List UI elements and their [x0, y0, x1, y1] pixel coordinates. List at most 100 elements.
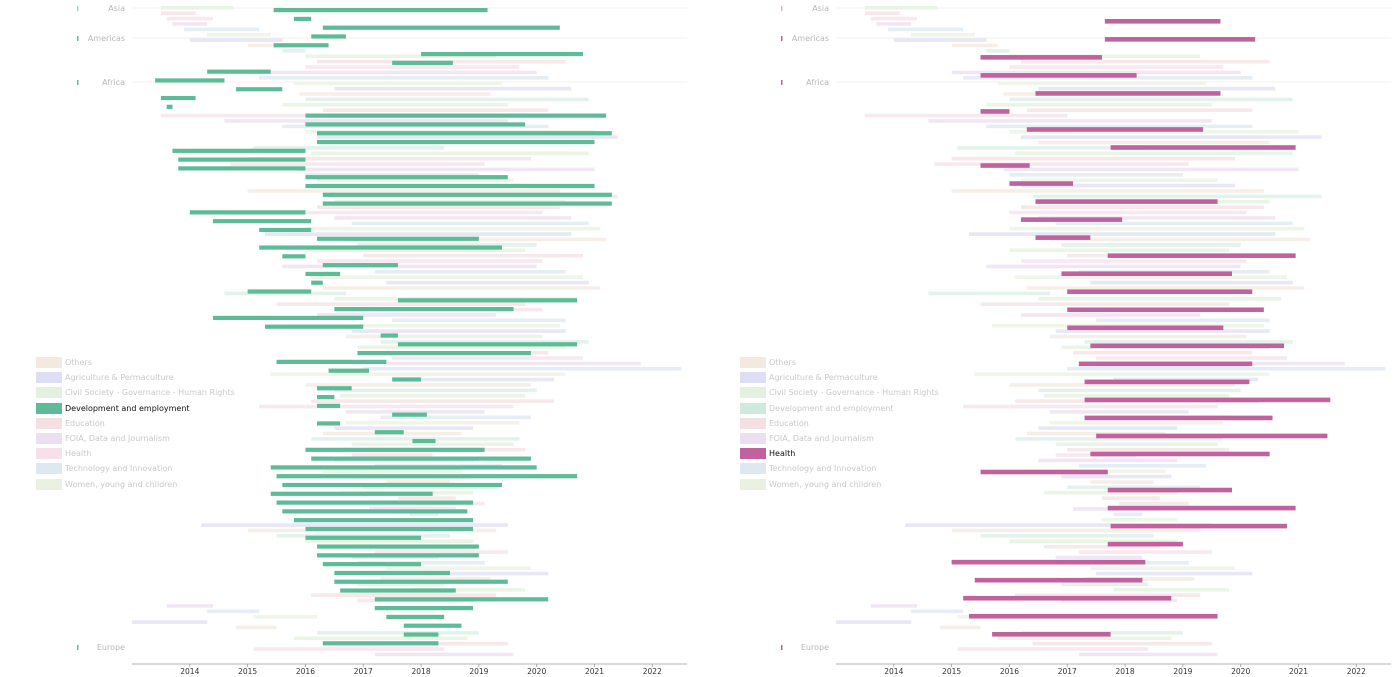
x-tick-label: 2015 — [238, 667, 257, 676]
highlight-bar — [392, 60, 453, 65]
region-marker — [77, 645, 79, 650]
background-bar — [270, 372, 566, 377]
background-bar — [317, 313, 497, 317]
background-bar — [184, 27, 260, 32]
legend-item[interactable]: Education — [740, 416, 939, 431]
background-bar — [189, 38, 283, 42]
highlight-bar — [412, 438, 436, 444]
background-bar — [1026, 431, 1166, 436]
background-bar — [928, 119, 1212, 123]
legend-item[interactable]: Agriculture & Permaculture — [740, 370, 939, 385]
background-bar — [1073, 350, 1253, 355]
highlight-bar — [259, 245, 502, 250]
legend-item[interactable]: Agriculture & Permaculture — [36, 370, 235, 385]
background-bar — [172, 22, 208, 26]
background-bar — [253, 614, 317, 619]
legend-item[interactable]: Development and employment — [740, 401, 939, 416]
background-bar — [1067, 485, 1201, 490]
background-bar — [1084, 340, 1293, 344]
background-bar — [980, 534, 1154, 538]
background-bar — [1015, 593, 1201, 597]
highlight-bar — [311, 280, 323, 285]
background-bar — [1061, 243, 1241, 247]
legend-item[interactable]: Others — [36, 355, 235, 370]
background-bar — [1101, 517, 1178, 522]
highlight-bar — [311, 456, 531, 461]
background-bar — [864, 11, 900, 15]
legend-item[interactable]: FOIA, Data and Journalism — [740, 431, 939, 446]
legend-label: Others — [65, 358, 92, 368]
chart-panel-development: Asia Americas Africa Europe 2014 2015 2016 2017… — [36, 4, 687, 676]
highlight-bar — [317, 421, 341, 426]
legend-label: Civil Society - Governance - Human Right… — [769, 388, 939, 398]
background-bar — [1096, 318, 1270, 323]
background-bar — [1055, 442, 1218, 447]
highlight-bar — [207, 69, 271, 74]
background-bar — [317, 135, 618, 139]
background-bar — [247, 70, 537, 75]
background-bar — [951, 189, 1264, 193]
highlight-bar — [1090, 343, 1285, 349]
legend-label: Civil Society - Governance - Human Right… — [65, 388, 235, 398]
legend-label: Agriculture & Permaculture — [769, 373, 878, 383]
background-bar — [305, 97, 589, 102]
background-bar — [986, 124, 1253, 129]
legend-swatch — [740, 463, 766, 475]
highlight-bar — [1107, 253, 1296, 258]
background-bar — [207, 609, 260, 614]
legend-label: Technology and Innovation — [65, 464, 173, 474]
background-bar — [363, 367, 682, 371]
legend-label: Education — [769, 418, 809, 428]
background-bar — [951, 43, 998, 48]
legend-item[interactable]: Health — [740, 446, 939, 461]
highlight-bar — [992, 631, 1111, 637]
legend-item[interactable]: Civil Society - Governance - Human Right… — [740, 385, 939, 400]
legend-item[interactable]: Development and employment — [36, 401, 235, 416]
legend-item[interactable]: Education — [36, 416, 235, 431]
highlight-bar — [1104, 37, 1256, 42]
highlight-bar — [403, 623, 462, 628]
background-bar — [1032, 194, 1322, 199]
background-bar — [397, 496, 456, 500]
background-bar — [363, 485, 497, 490]
background-bar — [386, 361, 641, 366]
legend-item[interactable]: Others — [740, 355, 939, 370]
legend-swatch — [740, 357, 766, 369]
legend-label: Health — [769, 449, 796, 459]
background-bar — [1044, 393, 1230, 398]
legend-label: FOIA, Data and Journalism — [65, 434, 170, 444]
legend-swatch — [740, 417, 766, 429]
legend-item[interactable]: FOIA, Data and Journalism — [36, 431, 235, 446]
highlight-bar — [270, 465, 537, 470]
background-bar — [1038, 140, 1270, 145]
legend-item[interactable]: Civil Society - Governance - Human Right… — [36, 385, 235, 400]
highlight-bar — [322, 562, 422, 567]
background-bar — [1067, 447, 1230, 452]
legend-swatch — [740, 448, 766, 460]
background-bar — [951, 156, 1235, 161]
highlight-bar — [392, 377, 422, 382]
background-bar — [230, 162, 485, 166]
x-tick-label: 2014 — [180, 667, 199, 676]
legend-item[interactable]: Health — [36, 446, 235, 461]
x-tick-label: 2017 — [354, 667, 373, 676]
background-bar — [166, 16, 213, 21]
legend-item[interactable]: Technology and Innovation — [36, 461, 235, 476]
region-marker — [77, 80, 79, 85]
legend-item[interactable]: Women, young and children — [36, 477, 235, 492]
legend-label: Health — [65, 449, 92, 459]
highlight-bar — [1084, 415, 1273, 421]
legend-item[interactable]: Technology and Innovation — [740, 461, 939, 476]
legend-item[interactable]: Women, young and children — [740, 477, 939, 492]
highlight-bar — [282, 254, 306, 259]
background-bar — [986, 49, 1010, 53]
highlight-bar — [334, 570, 450, 576]
background-bar — [345, 334, 543, 339]
x-tick-label: 2018 — [1116, 667, 1135, 676]
legend-label: Development and employment — [769, 403, 894, 413]
background-bar — [1032, 641, 1212, 646]
background-bar — [264, 232, 572, 236]
background-bar — [864, 6, 938, 10]
background-bar — [1009, 210, 1247, 215]
highlight-bar — [1026, 127, 1204, 132]
